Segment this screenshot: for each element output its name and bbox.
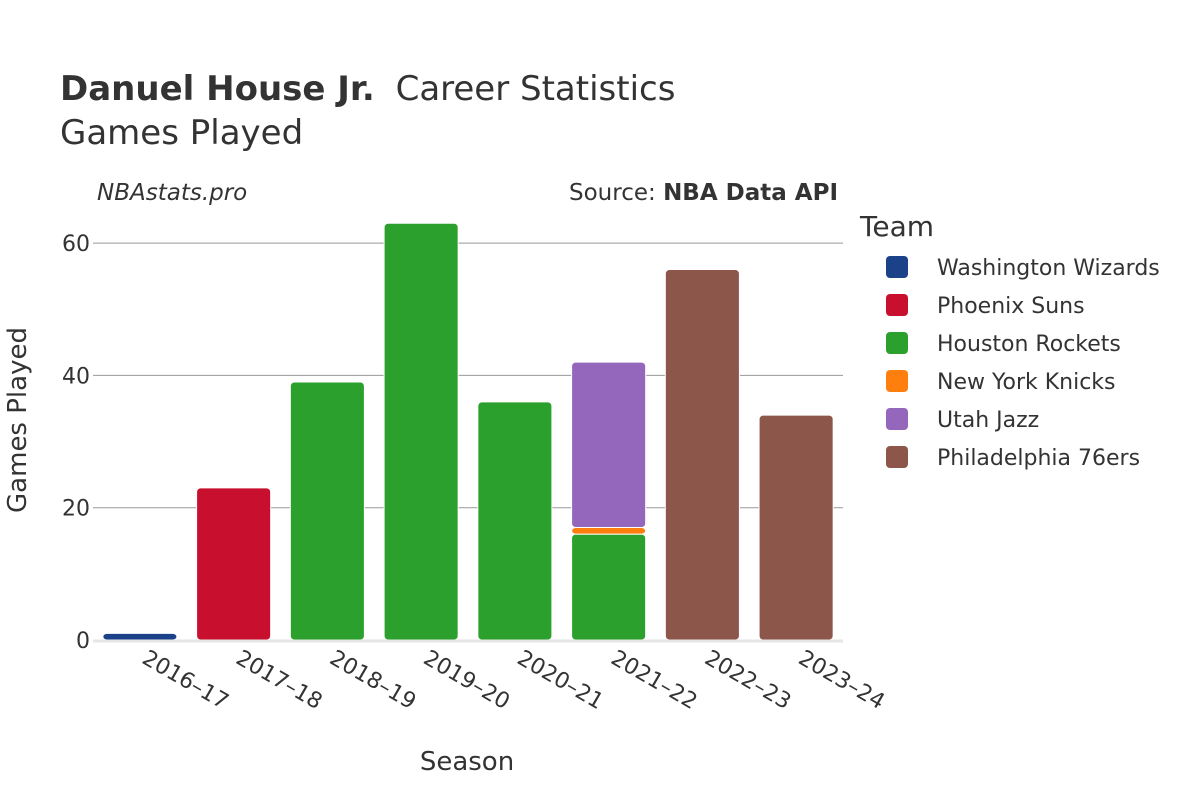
- source-credit: Source: NBA Data API: [569, 180, 838, 206]
- legend-swatch: [886, 256, 908, 278]
- source-label: Source:: [569, 180, 663, 206]
- bar-segment: Washington Wizards 2016–17: 1: [102, 632, 178, 641]
- legend-entry: Houston Rockets: [937, 332, 1121, 357]
- chart-subtitle: Games Played: [60, 113, 303, 153]
- legend: Washington Wizards Phoenix Suns Houston Ro…: [886, 256, 1160, 471]
- legend-title: Team: [859, 210, 934, 243]
- x-tick-label: 2019–20: [419, 646, 514, 715]
- bar-segment: Houston Rockets 2018–19: 39: [289, 381, 365, 641]
- bar-segment: New York Knicks 2021–22: 1: [571, 527, 647, 535]
- legend-entry: Utah Jazz: [937, 408, 1039, 433]
- x-axis-label: Season: [420, 747, 514, 777]
- legend-entry: New York Knicks: [937, 370, 1116, 395]
- legend-swatch: [886, 370, 908, 392]
- bars: Washington Wizards 2016–17: 1 Phoenix Sun…: [102, 222, 834, 641]
- x-tick-label: 2018–19: [325, 646, 420, 715]
- x-tick-labels: 2016–172017–182018–192019–202020–212021–…: [138, 646, 889, 715]
- legend-swatch: [886, 408, 908, 430]
- legend-swatch: [886, 332, 908, 354]
- legend-swatch: [886, 294, 908, 316]
- y-tick-label: 60: [62, 232, 90, 257]
- legend-entry: Phoenix Suns: [937, 294, 1085, 319]
- bar-segment: Houston Rockets 2020–21: 36: [477, 401, 553, 641]
- y-tick-labels: 0 20 40 60: [62, 232, 90, 654]
- y-tick-label: 0: [76, 629, 90, 654]
- x-tick-label: 2022–23: [700, 646, 795, 715]
- bar-segment: Utah Jazz 2021–22: 25: [571, 361, 647, 529]
- source-name: NBA Data API: [663, 180, 838, 206]
- y-tick-label: 20: [62, 497, 90, 522]
- x-tick-label: 2021–22: [606, 646, 701, 715]
- bar-segment: Phoenix Suns 2017–18: 23: [196, 487, 272, 641]
- chart-title: Danuel House Jr. Career Statistics: [60, 69, 675, 109]
- x-tick-label: 2020–21: [513, 646, 608, 715]
- x-tick-label: 2017–18: [231, 646, 326, 715]
- y-tick-label: 40: [62, 364, 90, 389]
- bar-segment: Philadelphia 76ers 2023–24: 34: [758, 414, 834, 641]
- y-axis-label: Games Played: [3, 327, 33, 513]
- x-tick-label: 2016–17: [138, 646, 233, 715]
- bar-segment: Houston Rockets 2021–22: 16: [571, 533, 647, 641]
- bar-segment: Philadelphia 76ers 2022–23: 56: [664, 269, 740, 641]
- title-rest: Career Statistics: [396, 69, 676, 109]
- watermark: NBAstats.pro: [97, 180, 247, 206]
- bar-segment: Houston Rockets 2019–20: 63: [383, 222, 459, 641]
- legend-entry: Philadelphia 76ers: [937, 446, 1140, 471]
- x-tick-label: 2023–24: [794, 646, 889, 715]
- legend-entry: Washington Wizards: [937, 256, 1160, 281]
- legend-swatch: [886, 446, 908, 468]
- player-name: Danuel House Jr.: [60, 69, 375, 109]
